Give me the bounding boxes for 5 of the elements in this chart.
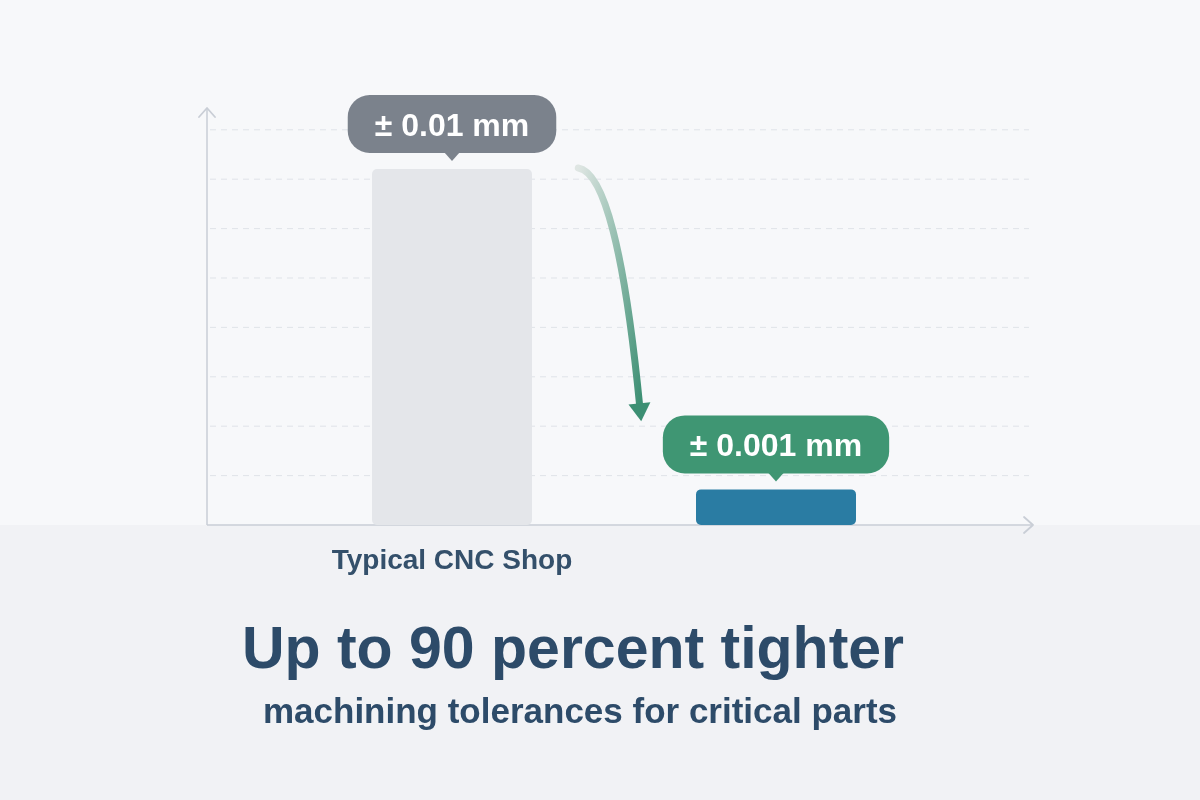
data-label: ± 0.001 mm (689, 427, 863, 464)
x-tick-label: Typical CNC Shop (331, 544, 573, 575)
text: machining tolerances for critical parts (262, 691, 898, 730)
data-label: ± 0.01 mm (374, 107, 530, 143)
text: Up to 90 percent tighter (241, 615, 905, 681)
